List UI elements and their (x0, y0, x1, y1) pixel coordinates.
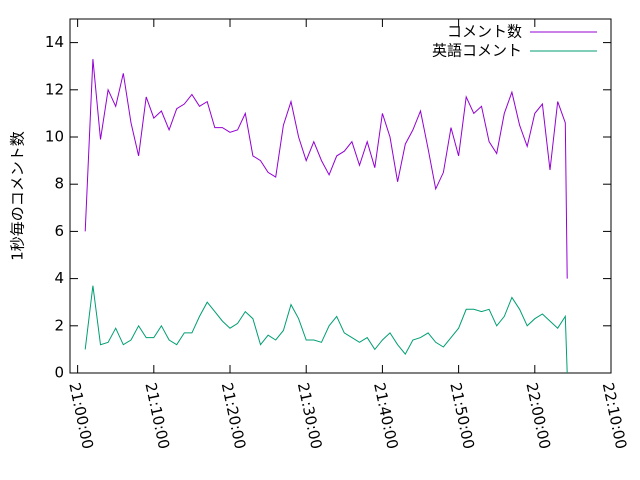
x-tick-label: 21:10:00 (142, 381, 174, 451)
legend-label: コメント数 (447, 23, 522, 41)
data-line (84, 59, 568, 279)
x-tick-label: 21:50:00 (446, 381, 478, 451)
y-tick-label: 6 (54, 222, 64, 240)
x-tick-label: 21:20:00 (218, 381, 250, 451)
y-tick-label: 12 (45, 80, 64, 98)
data-line (84, 285, 568, 374)
x-tick-label: 21:30:00 (294, 381, 326, 451)
plot-border (69, 18, 612, 374)
y-tick-label: 4 (54, 269, 64, 287)
y-tick-label: 10 (45, 128, 64, 146)
y-tick-label: 0 (54, 364, 64, 382)
y-axis-label: 1秒毎のコメント数 (9, 131, 27, 261)
x-tick-label: 22:10:00 (599, 381, 631, 451)
x-tick-label: 22:00:00 (522, 381, 554, 451)
y-tick-label: 2 (54, 316, 64, 334)
x-tick-label: 21:00:00 (65, 381, 97, 451)
x-tick-label: 21:40:00 (370, 381, 402, 451)
legend-label: 英語コメント (432, 42, 522, 60)
y-tick-label: 14 (45, 33, 64, 51)
y-tick-label: 8 (54, 175, 64, 193)
